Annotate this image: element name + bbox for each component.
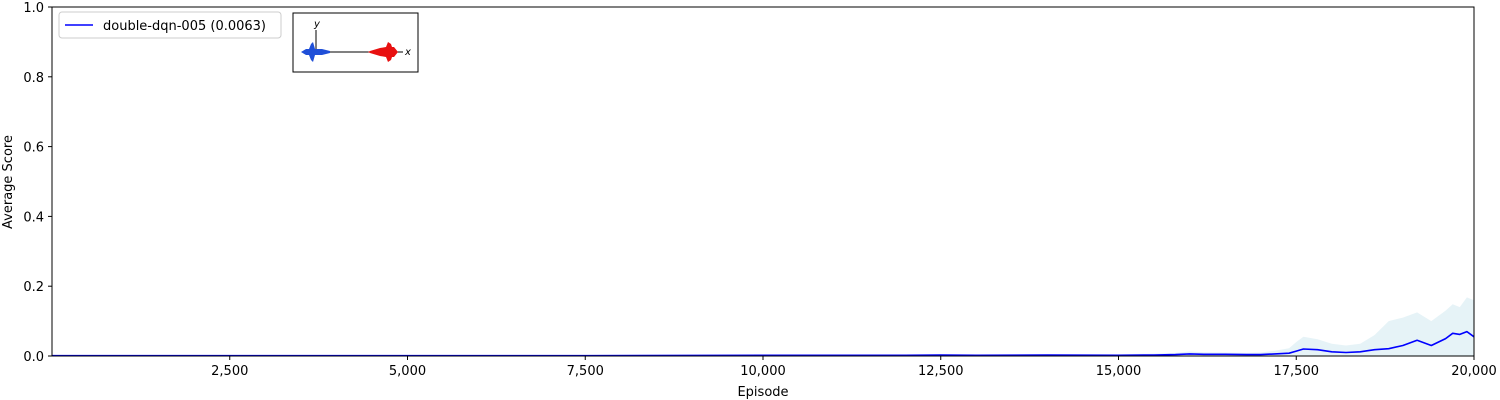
inset-frame (292, 12, 419, 73)
red-jet-icon (368, 42, 398, 62)
inset-y-axis-label: y (313, 19, 321, 30)
x-tick-label: 20,000 (1451, 364, 1497, 379)
blue-jet-icon (301, 42, 330, 62)
y-tick-label: 0.4 (23, 210, 44, 225)
series-confidence-band (52, 297, 1474, 356)
confidence-band-layer (52, 297, 1474, 356)
plot-frame (51, 6, 1475, 357)
y-axis-ticks: 0.0 0.2 0.4 0.6 0.8 1.0 (23, 1, 52, 365)
legend: double-dqn-005 (0.0063) (58, 11, 282, 39)
y-axis-label: Average Score (1, 135, 16, 229)
x-tick-label: 12,500 (918, 364, 964, 379)
y-tick-label: 0.0 (23, 350, 44, 365)
x-tick-label: 10,000 (740, 364, 786, 379)
x-axis-ticks: 2,500 5,000 7,500 10,000 12,500 15,000 17,500 2… (211, 356, 1497, 379)
legend-box (58, 11, 282, 39)
y-tick-label: 0.2 (23, 280, 44, 295)
legend-series-label: double-dqn-005 (0.0063) (103, 19, 266, 34)
x-tick-label: 7,500 (567, 364, 604, 379)
series-line-layer (52, 330, 1475, 357)
x-tick-label: 17,500 (1274, 364, 1320, 379)
series-line (52, 330, 1475, 357)
y-tick-label: 0.6 (23, 141, 44, 156)
x-tick-label: 5,000 (389, 364, 426, 379)
x-axis-label: Episode (737, 385, 788, 400)
inset-jets-diagram: y x (292, 12, 419, 73)
x-tick-label: 2,500 (211, 364, 248, 379)
inset-x-axis-label: x (404, 47, 411, 58)
x-tick-label: 15,000 (1096, 364, 1142, 379)
y-tick-label: 1.0 (23, 1, 44, 16)
y-tick-label: 0.8 (23, 71, 44, 86)
